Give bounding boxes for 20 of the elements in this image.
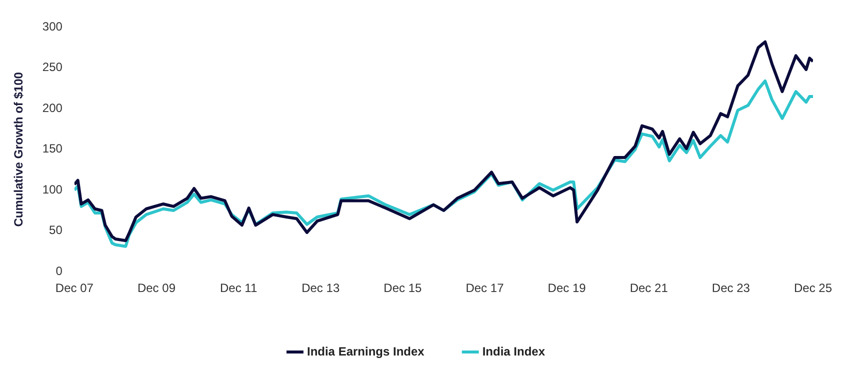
y-tick-label: 0	[56, 264, 63, 278]
legend-label: India Earnings Index	[306, 344, 425, 358]
x-tick-label: Dec 15	[384, 281, 422, 296]
y-tick-label: 200	[42, 100, 63, 115]
x-tick-label: Dec 17	[466, 281, 504, 296]
x-tick-label: Dec 21	[630, 281, 668, 296]
y-axis-title: Cumulative Growth of $100	[12, 72, 26, 227]
y-tick-label: 150	[42, 142, 63, 156]
y-tick-label: 250	[42, 60, 63, 74]
x-tick-label: Dec 25	[794, 281, 832, 296]
y-tick-label: 100	[42, 182, 63, 196]
y-tick-label: 50	[49, 223, 63, 238]
x-tick-label: Dec 07	[55, 281, 94, 296]
x-tick-label: Dec 11	[220, 281, 258, 296]
legend-label: India Index	[482, 344, 546, 358]
x-tick-label: Dec 23	[712, 281, 750, 296]
x-tick-label: Dec 19	[548, 281, 586, 296]
x-tick-label: Dec 13	[302, 281, 340, 296]
y-tick-label: 300	[42, 20, 63, 34]
x-tick-label: Dec 09	[137, 281, 176, 296]
